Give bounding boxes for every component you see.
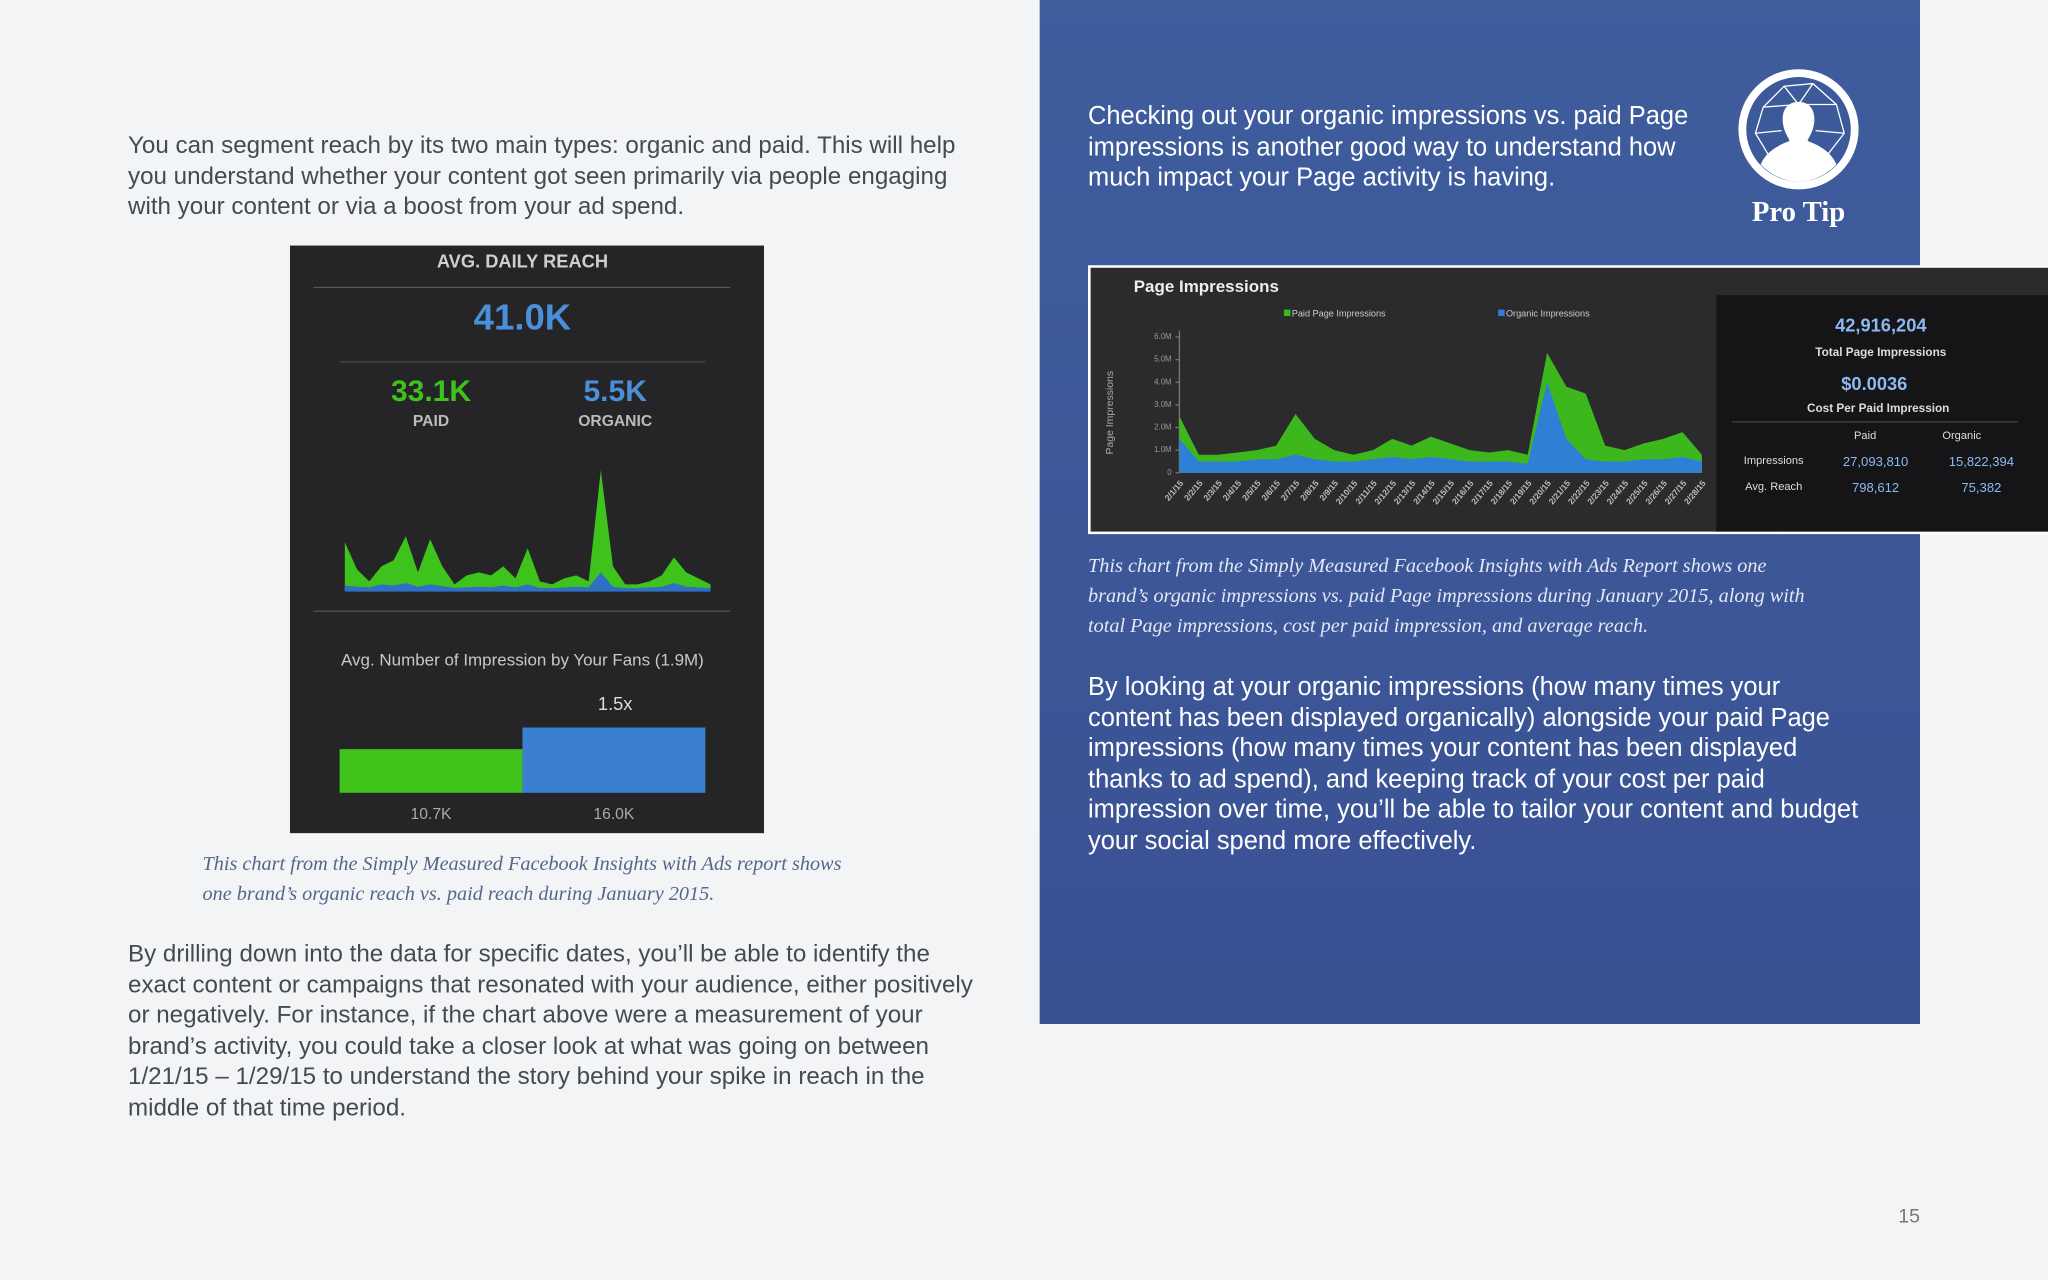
y-axis-label: Page Impressions bbox=[1105, 371, 1116, 455]
right-caption: This chart from the Simply Measured Face… bbox=[1087, 555, 1805, 638]
pro-tip-intro: Checking out your organic impressions vs… bbox=[1087, 101, 1689, 192]
area bbox=[1179, 352, 1702, 473]
pro-tip-body: By looking at your organic impressions (… bbox=[1087, 672, 1859, 855]
cost-label: Cost Per Paid Impression bbox=[1807, 402, 1949, 415]
page-number: 15 bbox=[1898, 1205, 1920, 1228]
y-tick-label: 5.0M bbox=[1154, 355, 1171, 364]
left-caption: This chart from the Simply Measured Face… bbox=[202, 852, 842, 906]
stat-value: 75,382 bbox=[1961, 480, 2001, 495]
y-tick-label: 0 bbox=[1167, 468, 1172, 477]
intro-paragraph: You can segment reach by its two main ty… bbox=[127, 130, 956, 220]
cost-per-impression: $0.0036 bbox=[1841, 373, 1907, 394]
legend-label: Organic Impressions bbox=[1506, 309, 1590, 319]
fans-title: Avg. Number of Impression by Your Fans (… bbox=[341, 650, 704, 669]
y-tick-label: 4.0M bbox=[1154, 377, 1171, 386]
y-tick-label: 2.0M bbox=[1154, 423, 1171, 432]
area bbox=[344, 470, 711, 591]
bar bbox=[522, 727, 706, 793]
chart-title: Page Impressions bbox=[1134, 277, 1279, 296]
bar-label: 16.0K bbox=[593, 806, 634, 823]
ratio-label: 1.5x bbox=[598, 693, 633, 714]
y-tick-label: 3.0M bbox=[1154, 400, 1171, 409]
row-label: Impressions bbox=[1744, 455, 1804, 467]
area bbox=[1179, 382, 1702, 473]
reach-chart: AVG. DAILY REACH 41.0K 33.1K PAID 5.5K O… bbox=[289, 245, 765, 834]
y-tick-label: 6.0M bbox=[1154, 332, 1171, 341]
y-tick-label: 1.0M bbox=[1154, 445, 1171, 454]
bar bbox=[339, 749, 523, 793]
organic-label: ORGANIC bbox=[578, 413, 652, 430]
legend-swatch bbox=[1283, 309, 1291, 317]
legend-swatch bbox=[1498, 309, 1505, 317]
impressions-chart: Page Impressions Page Impressions 42,916… bbox=[1087, 265, 2048, 535]
total-reach: 41.0K bbox=[474, 297, 572, 338]
stat-value: 15,822,394 bbox=[1949, 454, 2014, 469]
bar-label: 10.7K bbox=[411, 806, 452, 823]
stat-value: 27,093,810 bbox=[1843, 454, 1908, 469]
organic-reach: 5.5K bbox=[583, 375, 647, 408]
total-label: Total Page Impressions bbox=[1815, 346, 1946, 359]
paid-reach: 33.1K bbox=[391, 375, 471, 408]
paid-label: PAID bbox=[413, 413, 449, 430]
column-header: Organic bbox=[1942, 430, 1981, 442]
legend-label: Paid Page Impressions bbox=[1292, 309, 1386, 319]
pro-tip-icon: Pro Tip bbox=[1738, 69, 1859, 228]
stats-panel bbox=[1716, 295, 2048, 532]
total-impressions: 42,916,204 bbox=[1835, 314, 1927, 335]
area bbox=[344, 572, 711, 591]
row-label: Avg. Reach bbox=[1745, 481, 1802, 493]
icon-person bbox=[1760, 101, 1837, 182]
stat-value: 798,612 bbox=[1852, 480, 1899, 495]
column-header: Paid bbox=[1854, 430, 1876, 442]
pro-tip-label: Pro Tip bbox=[1752, 196, 1845, 228]
chart-title: AVG. DAILY REACH bbox=[437, 250, 608, 271]
body-paragraph: By drilling down into the data for speci… bbox=[127, 939, 973, 1121]
